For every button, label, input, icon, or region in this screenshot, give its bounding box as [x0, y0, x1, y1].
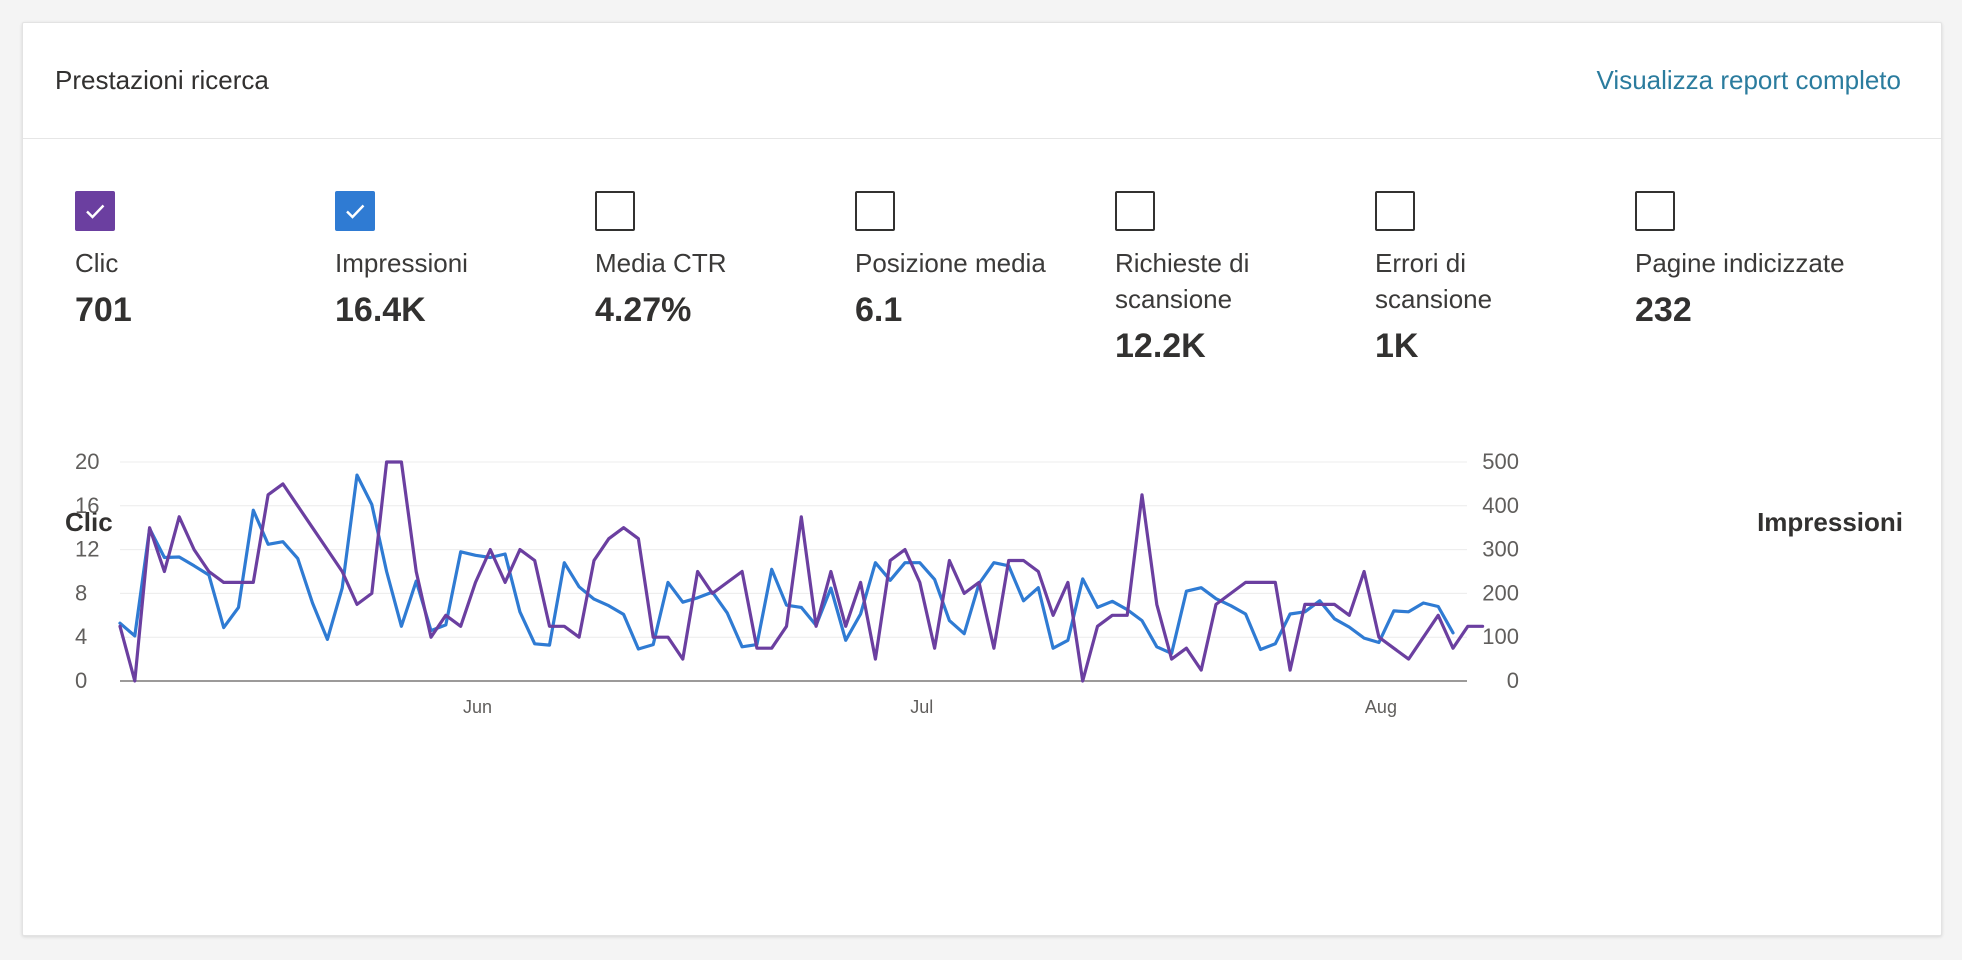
metric-posizione-media[interactable]: Posizione media 6.1 — [855, 191, 1095, 330]
metric-label: Richieste di scansione — [1115, 248, 1250, 314]
x-tick-label: Aug — [1365, 697, 1397, 717]
metric-value: 4.27% — [595, 291, 692, 329]
checkbox-posizione-media[interactable] — [855, 191, 895, 231]
metric-label: Errori di scansione — [1375, 248, 1493, 314]
left-tick-label: 8 — [75, 580, 87, 605]
search-performance-card: Prestazioni ricerca Visualizza report co… — [22, 22, 1942, 936]
series-line-impressioni — [118, 473, 1455, 655]
metric-label: Pagine indicizzate — [1635, 248, 1845, 278]
left-tick-label: 12 — [75, 537, 99, 562]
metric-label: Clic — [75, 248, 119, 278]
right-tick-label: 200 — [1482, 580, 1519, 605]
x-tick-label: Jun — [463, 697, 492, 717]
metric-impressioni[interactable]: Impressioni 16.4K — [335, 191, 575, 330]
metric-errori-scansione[interactable]: Errori di scansione 1K — [1375, 191, 1575, 366]
checkmark-icon — [346, 204, 365, 219]
metric-label: Posizione media — [855, 248, 1046, 278]
view-full-report-link[interactable]: Visualizza report completo — [1596, 65, 1901, 95]
metrics-row: Clic 701 Impressioni 16.4K Media CTR 4.2… — [75, 191, 1915, 411]
left-tick-label: 0 — [75, 668, 87, 693]
metric-pagine-indicizzate[interactable]: Pagine indicizzate 232 — [1635, 191, 1895, 330]
x-tick-label: Jul — [910, 697, 933, 717]
metric-label: Media CTR — [595, 248, 727, 278]
card-header: Prestazioni ricerca Visualizza report co… — [23, 23, 1941, 139]
left-tick-label: 16 — [75, 493, 99, 518]
checkbox-clic[interactable] — [75, 191, 115, 231]
performance-chart: Clic Impressioni 0 0 4 100 8 200 12 300 16 400 20 5… — [23, 453, 1943, 913]
left-tick-label: 4 — [75, 624, 87, 649]
checkbox-media-ctr[interactable] — [595, 191, 635, 231]
card-title: Prestazioni ricerca — [55, 65, 269, 95]
metric-value: 701 — [75, 291, 132, 329]
checkbox-richieste-scansione[interactable] — [1115, 191, 1155, 231]
line-chart: 0 0 4 100 8 200 12 300 16 400 20 500 Jun Jul Aug — [75, 453, 1519, 717]
right-tick-label: 100 — [1482, 624, 1519, 649]
series-line-clic — [118, 460, 1485, 683]
metric-value: 16.4K — [335, 291, 426, 329]
metric-label: Impressioni — [335, 248, 468, 278]
metric-richieste-scansione[interactable]: Richieste di scansione 12.2K — [1115, 191, 1315, 366]
checkbox-errori-scansione[interactable] — [1375, 191, 1415, 231]
left-tick-label: 20 — [75, 453, 99, 474]
metric-value: 232 — [1635, 291, 1692, 329]
right-tick-label: 400 — [1482, 493, 1519, 518]
checkmark-icon — [86, 204, 105, 219]
left-axis-title: Clic — [65, 507, 113, 537]
metric-media-ctr[interactable]: Media CTR 4.27% — [595, 191, 835, 330]
right-tick-label: 0 — [1507, 668, 1519, 693]
metric-value: 1K — [1375, 327, 1419, 365]
metric-value: 6.1 — [855, 291, 903, 329]
right-tick-label: 500 — [1482, 453, 1519, 474]
checkbox-impressioni[interactable] — [335, 191, 375, 231]
right-tick-label: 300 — [1482, 537, 1519, 562]
metric-value: 12.2K — [1115, 327, 1206, 365]
right-axis-title: Impressioni — [1757, 507, 1903, 537]
metric-clic[interactable]: Clic 701 — [75, 191, 315, 330]
checkbox-pagine-indicizzate[interactable] — [1635, 191, 1675, 231]
